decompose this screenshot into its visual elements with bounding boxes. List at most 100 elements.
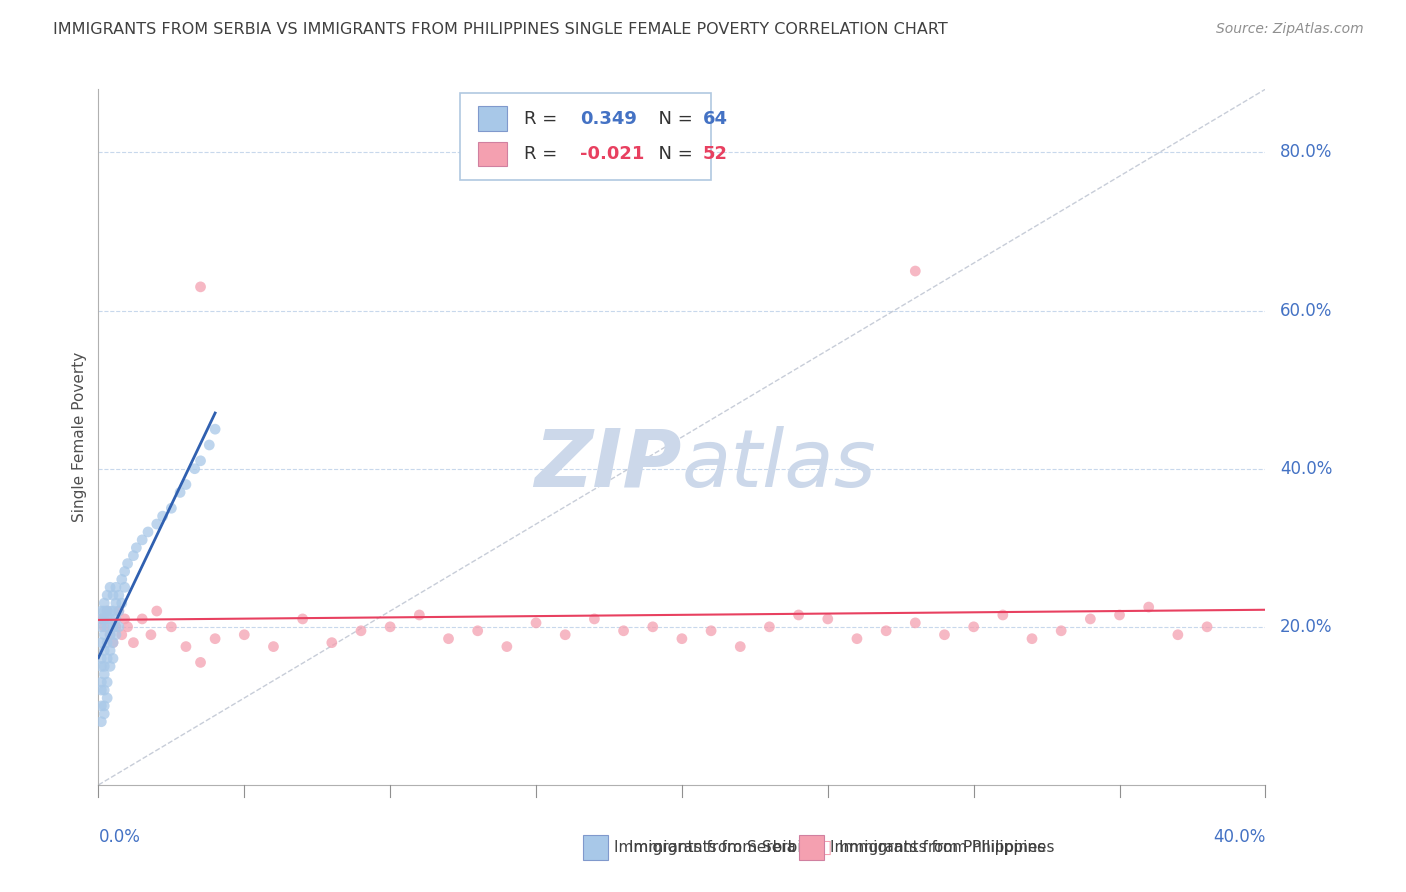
Point: [198, 438, 221, 452]
Point: [1050, 624, 1073, 638]
Point: [117, 620, 139, 634]
Point: [98, 659, 121, 673]
Text: □: □: [813, 838, 831, 857]
Point: [524, 615, 547, 630]
Text: -0.021: -0.021: [581, 145, 645, 162]
Point: [1021, 632, 1043, 646]
Point: [190, 280, 212, 294]
Point: [90, 612, 112, 626]
Point: [190, 454, 212, 468]
Point: [321, 635, 343, 649]
Point: [233, 628, 256, 642]
Point: [104, 628, 127, 642]
Point: [90, 651, 112, 665]
Point: [139, 628, 162, 642]
Text: 60.0%: 60.0%: [1279, 301, 1333, 319]
Point: [98, 628, 121, 642]
Point: [991, 607, 1014, 622]
Point: [846, 632, 869, 646]
Point: [93, 604, 115, 618]
Point: [108, 604, 131, 618]
Point: [730, 640, 752, 654]
Point: [96, 651, 118, 665]
Point: [190, 656, 212, 670]
Text: R =: R =: [524, 110, 564, 128]
Point: [117, 557, 139, 571]
Point: [93, 628, 115, 642]
Point: [98, 643, 121, 657]
Point: [90, 683, 112, 698]
Point: [90, 612, 112, 626]
Point: [114, 612, 136, 626]
Point: [496, 640, 519, 654]
Point: [90, 620, 112, 634]
Point: [96, 588, 118, 602]
Text: 40.0%: 40.0%: [1279, 459, 1333, 478]
Point: [758, 620, 780, 634]
Point: [1137, 600, 1160, 615]
Point: [408, 607, 430, 622]
Point: [93, 596, 115, 610]
Point: [122, 549, 145, 563]
Point: [875, 624, 897, 638]
Point: [111, 596, 134, 610]
Point: [96, 612, 118, 626]
Text: 40.0%: 40.0%: [1213, 829, 1265, 847]
Point: [96, 604, 118, 618]
Point: [380, 620, 402, 634]
Point: [291, 612, 314, 626]
Point: [554, 628, 576, 642]
Text: Immigrants from Serbia: Immigrants from Serbia: [614, 840, 796, 855]
Point: [962, 620, 984, 634]
Point: [787, 607, 810, 622]
FancyBboxPatch shape: [478, 142, 508, 166]
Point: [101, 635, 124, 649]
Point: [641, 620, 664, 634]
Point: [174, 477, 197, 491]
Point: [101, 620, 124, 634]
Text: IMMIGRANTS FROM SERBIA VS IMMIGRANTS FROM PHILIPPINES SINGLE FEMALE POVERTY CORR: IMMIGRANTS FROM SERBIA VS IMMIGRANTS FRO…: [53, 22, 948, 37]
Point: [262, 640, 284, 654]
Point: [93, 612, 115, 626]
Text: 64: 64: [703, 110, 728, 128]
Point: [904, 615, 927, 630]
Point: [93, 683, 115, 698]
Point: [111, 628, 134, 642]
Point: [90, 675, 112, 690]
FancyBboxPatch shape: [582, 835, 609, 860]
Point: [934, 628, 956, 642]
Text: 20.0%: 20.0%: [1279, 618, 1333, 636]
Text: R =: R =: [524, 145, 564, 162]
Point: [583, 612, 606, 626]
Point: [108, 604, 131, 618]
Point: [96, 620, 118, 634]
Point: [108, 620, 131, 634]
Point: [204, 632, 226, 646]
Point: [136, 524, 159, 539]
Point: [104, 612, 127, 626]
Point: [1080, 612, 1102, 626]
Point: [111, 573, 134, 587]
Text: N =: N =: [647, 145, 699, 162]
Point: [98, 604, 121, 618]
Point: [152, 509, 174, 524]
Point: [108, 588, 131, 602]
Y-axis label: Single Female Poverty: Single Female Poverty: [72, 352, 87, 522]
Point: [104, 620, 127, 634]
Text: Immigrants from Serbia: Immigrants from Serbia: [630, 840, 811, 855]
Text: 52: 52: [703, 145, 728, 162]
Point: [101, 635, 124, 649]
Point: [204, 422, 226, 436]
Point: [101, 604, 124, 618]
Point: [612, 624, 634, 638]
Point: [90, 698, 112, 713]
Point: [93, 706, 115, 721]
Point: [169, 485, 191, 500]
Point: [90, 604, 112, 618]
Point: [93, 620, 115, 634]
Point: [350, 624, 373, 638]
Point: [174, 640, 197, 654]
Point: [122, 635, 145, 649]
FancyBboxPatch shape: [478, 106, 508, 131]
Text: □: □: [591, 838, 609, 857]
